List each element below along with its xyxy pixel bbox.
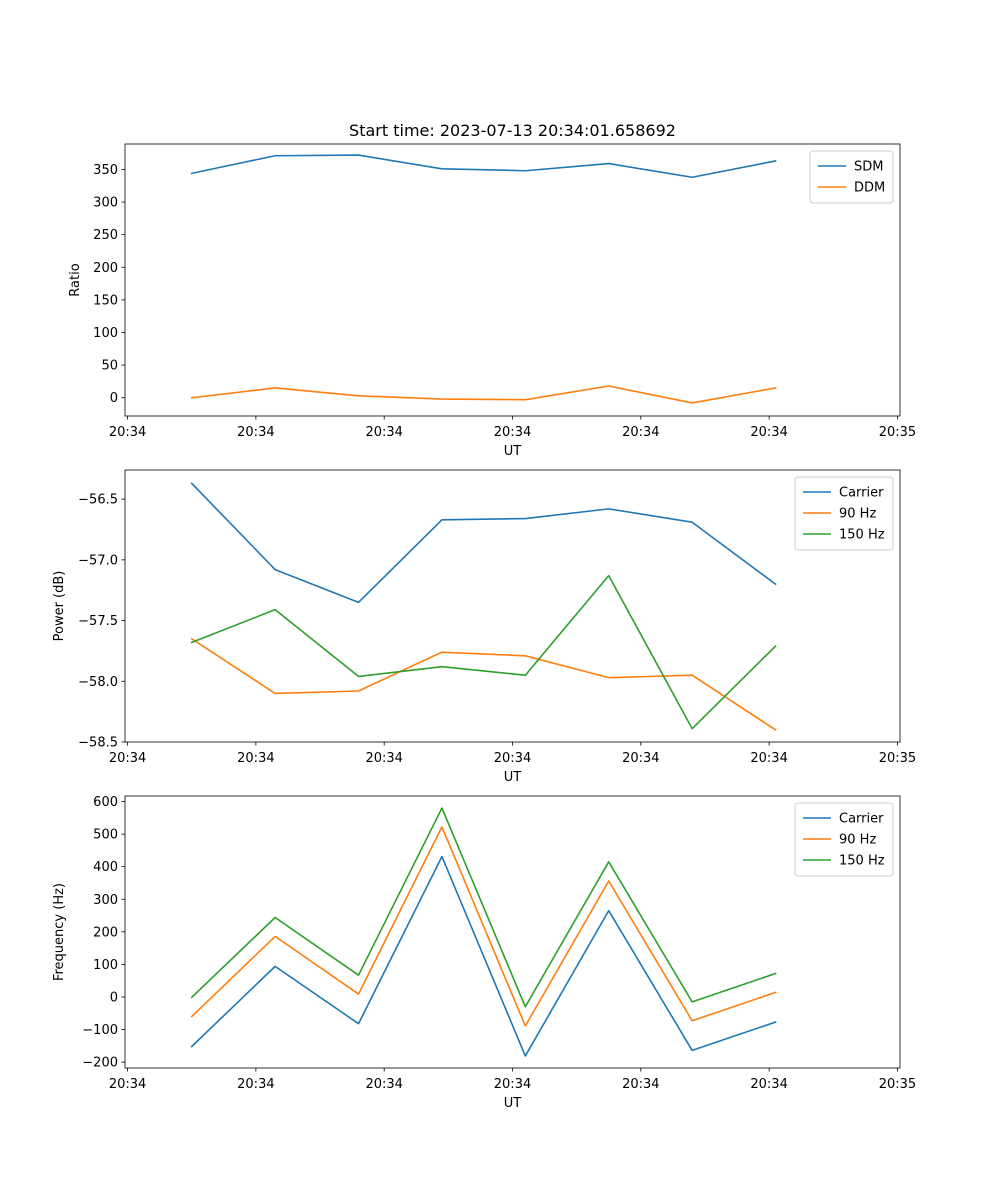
power-x-tick-label: 20:34	[109, 751, 146, 766]
ratio-legend-label: DDM	[854, 181, 885, 196]
power-legend-label: 90 Hz	[839, 507, 876, 522]
frequency-x-tick-label: 20:35	[879, 1077, 916, 1092]
frequency-x-tick-label: 20:34	[109, 1077, 146, 1092]
power-x-tick-label: 20:35	[879, 751, 916, 766]
ratio-x-tick-label: 20:34	[237, 425, 274, 440]
power-x-tick-label: 20:34	[365, 751, 402, 766]
ratio-axes-frame	[124, 143, 901, 417]
frequency-x-tick-label: 20:34	[237, 1077, 274, 1092]
power-legend: Carrier 90 Hz 150 Hz	[794, 476, 894, 551]
frequency-series-carrier-line	[190, 855, 777, 1057]
subplots: 0 50 100 150 200 250 300 350 20:34 20:34 20:34 20:3…	[52, 143, 916, 1111]
frequency-y-tick-label: 300	[93, 893, 118, 908]
frequency-x-tick-label: 20:34	[494, 1077, 531, 1092]
ratio-y-tick-label: 0	[110, 391, 118, 406]
power-y-tick-label: −57.0	[78, 553, 118, 568]
frequency-y-tick-label: 0	[110, 990, 118, 1005]
frequency-x-tick-label: 20:34	[365, 1077, 402, 1092]
frequency-chart: −200 −100 0 100 200 300 400 500 600 20:34 20:34 20:…	[52, 795, 916, 1111]
power-legend-label: Carrier	[839, 486, 884, 501]
power-x-tick-label: 20:34	[237, 751, 274, 766]
power-series-carrier-line	[190, 482, 777, 604]
ratio-y-tick-label: 300	[93, 196, 118, 211]
frequency-series-90-hz-line	[190, 826, 777, 1027]
frequency-legend-label: 90 Hz	[839, 833, 876, 848]
frequency-y-tick-label: 400	[93, 860, 118, 875]
frequency-x-axis-label: UT	[504, 1096, 522, 1111]
frequency-legend-box	[794, 802, 894, 877]
ratio-series-sdm-line	[190, 154, 777, 179]
ratio-legend: SDM DDM	[809, 150, 894, 204]
ratio-legend-box	[809, 150, 894, 204]
frequency-x-tick-label: 20:34	[622, 1077, 659, 1092]
ratio-y-tick-label: 200	[93, 261, 118, 276]
ratio-x-tick-label: 20:34	[750, 425, 787, 440]
ratio-chart: 0 50 100 150 200 250 300 350 20:34 20:34 20:34 20:3…	[68, 143, 916, 459]
frequency-y-tick-label: 200	[93, 925, 118, 940]
ratio-y-tick-label: 50	[101, 359, 118, 374]
frequency-axes-frame	[124, 795, 901, 1069]
power-y-tick-label: −57.5	[78, 614, 118, 629]
ratio-x-tick-label: 20:34	[622, 425, 659, 440]
ratio-y-tick-label: 250	[93, 228, 118, 243]
ratio-legend-label: SDM	[854, 160, 883, 175]
power-y-tick-label: −58.5	[78, 736, 118, 751]
power-plot-area	[125, 470, 900, 742]
ratio-x-tick-label: 20:35	[879, 425, 916, 440]
power-series-90-hz-line	[190, 637, 777, 731]
power-chart: −58.5 −58.0 −57.5 −57.0 −56.5 20:34 20:34 20:34…	[52, 469, 916, 785]
frequency-series-150-hz-line	[190, 807, 777, 1008]
power-x-axis-label: UT	[504, 770, 522, 785]
ratio-y-tick-label: 150	[93, 293, 118, 308]
ratio-series-ddm-line	[190, 385, 777, 404]
power-x-tick-label: 20:34	[622, 751, 659, 766]
frequency-y-tick-label: −200	[82, 1056, 118, 1071]
frequency-y-axis-label: Frequency (Hz)	[52, 883, 67, 981]
frequency-y-tick-label: 500	[93, 828, 118, 843]
ratio-y-tick-label: 100	[93, 326, 118, 341]
power-y-axis-label: Power (dB)	[52, 571, 67, 642]
power-series-150-hz-line	[190, 574, 777, 730]
ratio-x-axis-label: UT	[504, 444, 522, 459]
frequency-x-tick-label: 20:34	[750, 1077, 787, 1092]
frequency-plot-area	[125, 796, 900, 1068]
frequency-y-tick-label: 600	[93, 795, 118, 810]
frequency-legend-label: 150 Hz	[839, 854, 885, 869]
ratio-x-tick-label: 20:34	[109, 425, 146, 440]
ratio-x-tick-label: 20:34	[365, 425, 402, 440]
ratio-y-tick-label: 350	[93, 163, 118, 178]
frequency-y-tick-label: 100	[93, 958, 118, 973]
power-legend-label: 150 Hz	[839, 528, 885, 543]
frequency-legend: Carrier 90 Hz 150 Hz	[794, 802, 894, 877]
ratio-plot-area	[125, 144, 900, 416]
frequency-y-tick-label: −100	[82, 1023, 118, 1038]
power-x-tick-label: 20:34	[750, 751, 787, 766]
figure-title: Start time: 2023-07-13 20:34:01.658692	[349, 121, 676, 140]
power-y-tick-label: −58.0	[78, 675, 118, 690]
frequency-legend-label: Carrier	[839, 812, 884, 827]
ratio-y-axis-label: Ratio	[68, 263, 83, 296]
ratio-x-tick-label: 20:34	[494, 425, 531, 440]
power-legend-box	[794, 476, 894, 551]
power-axes-frame	[124, 469, 901, 743]
power-y-tick-label: −56.5	[78, 493, 118, 508]
power-x-tick-label: 20:34	[494, 751, 531, 766]
